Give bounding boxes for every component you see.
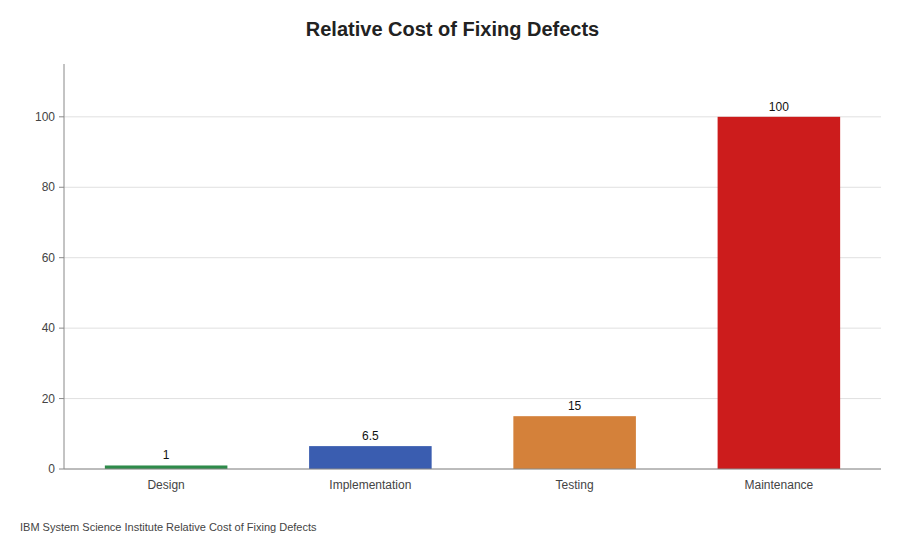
chart-container: Relative Cost of Fixing Defects 0 20 40 60 80… bbox=[0, 0, 905, 547]
bar bbox=[105, 465, 228, 469]
y-tick bbox=[59, 469, 64, 470]
y-tick-label: 60 bbox=[42, 251, 56, 265]
footer: IBM System Science Institute Relative Co… bbox=[20, 521, 317, 533]
x-tick-label: Testing bbox=[556, 478, 594, 492]
data-label: 1 bbox=[163, 448, 170, 462]
y-tick bbox=[59, 116, 64, 117]
x-axis bbox=[64, 469, 881, 470]
y-tick bbox=[59, 398, 64, 399]
bar bbox=[513, 416, 636, 469]
data-label: 100 bbox=[769, 100, 789, 114]
bar bbox=[309, 446, 432, 469]
y-tick-label: 20 bbox=[42, 392, 56, 406]
y-axis bbox=[64, 64, 65, 469]
y-tick-label: 0 bbox=[48, 462, 55, 476]
y-tick-label: 80 bbox=[42, 180, 56, 194]
x-tick-label: Implementation bbox=[329, 478, 411, 492]
y-tick bbox=[59, 257, 64, 258]
grid-line bbox=[64, 469, 881, 470]
title: Relative Cost of Fixing Defects bbox=[306, 18, 599, 40]
chart: Relative Cost of Fixing Defects 0 20 40 60 80… bbox=[0, 0, 905, 547]
x-tick-label: Maintenance bbox=[745, 478, 814, 492]
y-tick bbox=[59, 187, 64, 188]
bar bbox=[718, 117, 841, 469]
y-tick-label: 100 bbox=[35, 110, 55, 124]
grid bbox=[64, 117, 881, 469]
y-tick bbox=[59, 328, 64, 329]
bars bbox=[105, 117, 840, 469]
y-tick-label: 40 bbox=[42, 321, 56, 335]
x-tick-label: Design bbox=[147, 478, 184, 492]
data-label: 6.5 bbox=[362, 429, 379, 443]
data-label: 15 bbox=[568, 399, 582, 413]
